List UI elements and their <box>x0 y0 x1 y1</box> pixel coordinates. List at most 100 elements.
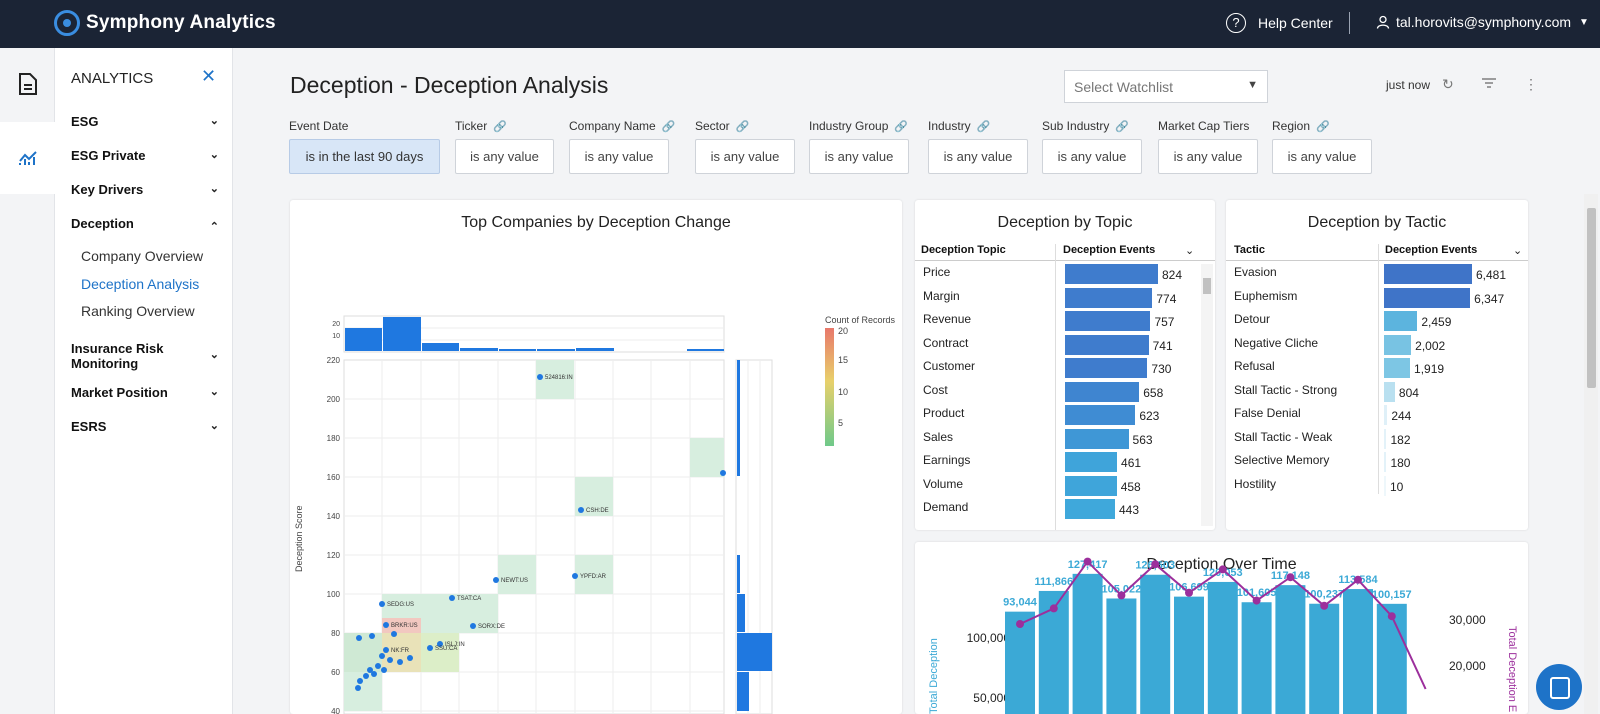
nav-sub-company-overview[interactable]: Company Overview <box>81 248 204 264</box>
filter-company-name[interactable]: is any value <box>569 139 669 174</box>
data-point[interactable] <box>537 374 543 380</box>
chat-button[interactable] <box>1536 664 1582 710</box>
watchlist-select[interactable]: Select Watchlist ▼ <box>1064 70 1268 103</box>
line-point[interactable] <box>1185 588 1193 597</box>
nav-sub-ranking-overview[interactable]: Ranking Overview <box>81 303 195 319</box>
data-point[interactable] <box>470 623 476 629</box>
nav-item-insurance-risk[interactable]: Insurance Risk Monitoring <box>71 341 187 371</box>
line-point[interactable] <box>1252 596 1261 605</box>
topic-col-header[interactable]: Deception Topic <box>921 244 1006 256</box>
rail-documents[interactable] <box>0 48 55 120</box>
filter-sub-industry[interactable]: is any value <box>1042 139 1142 174</box>
data-point[interactable] <box>363 673 369 679</box>
data-point[interactable] <box>427 645 433 651</box>
link-icon[interactable]: 🔗 <box>493 121 507 133</box>
nav-item-esrs[interactable]: ESRS ⌄ <box>71 419 219 434</box>
link-icon[interactable]: 🔗 <box>976 121 991 133</box>
data-point[interactable] <box>369 633 375 639</box>
line-point[interactable] <box>1117 591 1126 600</box>
nav-item-market-position[interactable]: Market Position ⌄ <box>71 385 219 400</box>
user-menu[interactable]: tal.horovits@symphony.com ▼ <box>1376 14 1589 30</box>
data-point[interactable] <box>355 685 361 691</box>
line-point[interactable] <box>1320 601 1329 610</box>
time-bar[interactable] <box>1241 602 1272 714</box>
time-bar[interactable] <box>1309 603 1340 714</box>
data-point[interactable] <box>375 663 381 669</box>
data-point[interactable] <box>356 635 362 641</box>
nav-item-key-drivers[interactable]: Key Drivers ⌄ <box>71 182 219 197</box>
data-point[interactable] <box>578 507 584 513</box>
help-center-link[interactable]: ? Help Center <box>1226 13 1333 33</box>
line-point[interactable] <box>1016 620 1024 628</box>
data-point[interactable] <box>493 577 499 583</box>
time-bar[interactable] <box>1106 598 1137 714</box>
time-bar[interactable] <box>1005 611 1035 714</box>
data-point[interactable] <box>357 678 363 684</box>
topic-events-header[interactable]: Deception Events <box>1063 244 1156 256</box>
time-bar[interactable] <box>1072 573 1103 714</box>
sort-chevron-icon[interactable]: ⌄ <box>1185 245 1195 257</box>
refresh-icon[interactable]: ↻ <box>1442 76 1454 92</box>
data-point[interactable] <box>407 655 413 661</box>
link-icon[interactable]: 🔗 <box>894 121 909 133</box>
filter-sector[interactable]: is any value <box>695 139 795 174</box>
filter-icon[interactable] <box>1481 76 1497 92</box>
topic-scrollbar[interactable] <box>1201 264 1213 526</box>
close-icon[interactable]: ✕ <box>201 66 217 86</box>
data-point[interactable] <box>720 470 726 476</box>
link-icon[interactable]: 🔗 <box>735 121 750 133</box>
line-point[interactable] <box>1286 573 1295 582</box>
page-scrollbar[interactable] <box>1584 194 1598 714</box>
line-point[interactable] <box>1049 604 1058 613</box>
line-point[interactable] <box>1354 575 1362 584</box>
data-point[interactable] <box>397 659 403 665</box>
row-label: Volume <box>923 476 964 491</box>
time-bar[interactable] <box>1343 589 1373 714</box>
row-bar <box>1384 428 1387 449</box>
data-point[interactable] <box>367 667 373 673</box>
data-point[interactable] <box>371 671 377 677</box>
line-point[interactable] <box>1151 560 1160 569</box>
nav-item-deception[interactable]: Deception ⌃ <box>71 216 219 233</box>
filter-event-date[interactable]: is in the last 90 days <box>289 139 440 174</box>
link-icon[interactable]: 🔗 <box>1316 121 1330 133</box>
data-point[interactable] <box>437 641 443 647</box>
data-point[interactable] <box>449 595 455 601</box>
nav-sub-deception-analysis[interactable]: Deception Analysis <box>81 276 200 292</box>
line-point[interactable] <box>1218 565 1227 574</box>
more-options-icon[interactable]: ⋮ <box>1524 76 1538 92</box>
topic-scroll-thumb[interactable] <box>1203 278 1211 294</box>
line-point[interactable] <box>1083 557 1092 566</box>
filter-region[interactable]: is any value <box>1272 139 1372 174</box>
data-point[interactable] <box>387 657 393 663</box>
page-scroll-thumb[interactable] <box>1587 208 1596 388</box>
data-point[interactable] <box>379 601 385 607</box>
tactic-col-header[interactable]: Tactic <box>1234 244 1265 256</box>
sort-chevron-icon[interactable]: ⌄ <box>1513 245 1523 257</box>
data-point[interactable] <box>572 573 578 579</box>
link-icon[interactable]: 🔗 <box>1115 121 1130 133</box>
line-point[interactable] <box>1387 612 1396 621</box>
data-point[interactable] <box>379 653 385 659</box>
time-bar[interactable] <box>1174 596 1204 714</box>
filter-ticker[interactable]: is any value <box>455 139 554 174</box>
brand[interactable]: Symphony Analytics <box>54 10 276 36</box>
link-icon[interactable]: 🔗 <box>661 121 676 133</box>
tactic-events-header[interactable]: Deception Events <box>1385 244 1478 256</box>
time-bar[interactable] <box>1275 585 1306 714</box>
nav-item-esg[interactable]: ESG ⌄ <box>71 114 219 129</box>
rail-analytics[interactable] <box>0 122 55 194</box>
data-point[interactable] <box>381 667 387 673</box>
time-bar[interactable] <box>1376 603 1407 714</box>
filter-market-cap[interactable]: is any value <box>1158 139 1258 174</box>
filter-industry[interactable]: is any value <box>928 139 1028 174</box>
scatter-plot[interactable]: 20 10 <box>290 200 902 714</box>
over-time-chart[interactable]: 100,000 50,000 30,000 20,000 Total Decep… <box>915 542 1528 714</box>
time-bar[interactable] <box>1207 581 1238 714</box>
nav-item-esg-private[interactable]: ESG Private ⌄ <box>71 148 219 163</box>
time-bar[interactable] <box>1140 574 1171 714</box>
data-point[interactable] <box>383 622 389 628</box>
data-point[interactable] <box>383 647 389 653</box>
data-point[interactable] <box>391 631 397 637</box>
filter-industry-group[interactable]: is any value <box>809 139 909 174</box>
